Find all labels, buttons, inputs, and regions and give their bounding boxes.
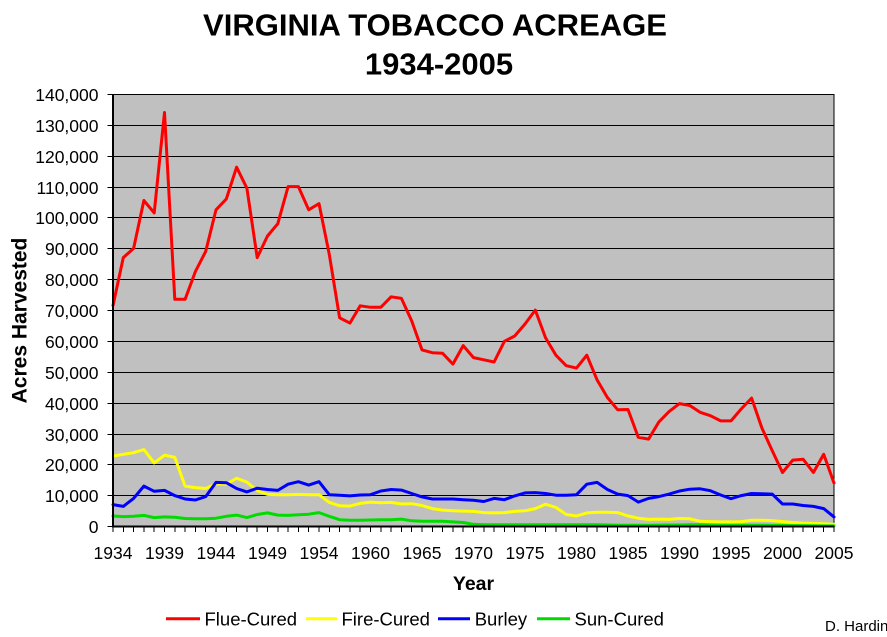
svg-text:1954: 1954 — [300, 543, 339, 563]
svg-text:60,000: 60,000 — [45, 332, 99, 352]
svg-text:2000: 2000 — [763, 543, 802, 563]
svg-text:1970: 1970 — [454, 543, 493, 563]
svg-text:1949: 1949 — [248, 543, 287, 563]
svg-text:Burley: Burley — [475, 609, 528, 630]
svg-text:140,000: 140,000 — [35, 85, 99, 105]
svg-text:Fire-Cured: Fire-Cured — [342, 609, 430, 630]
svg-text:1985: 1985 — [609, 543, 648, 563]
svg-text:110,000: 110,000 — [37, 178, 99, 198]
svg-text:70,000: 70,000 — [45, 301, 99, 321]
svg-text:1939: 1939 — [145, 543, 184, 563]
svg-text:1980: 1980 — [557, 543, 596, 563]
svg-text:130,000: 130,000 — [35, 116, 99, 136]
svg-text:1965: 1965 — [403, 543, 442, 563]
svg-text:1995: 1995 — [712, 543, 751, 563]
svg-text:1960: 1960 — [351, 543, 390, 563]
svg-text:1934: 1934 — [94, 543, 133, 563]
svg-text:Flue-Cured: Flue-Cured — [205, 609, 298, 630]
svg-text:120,000: 120,000 — [35, 147, 99, 167]
svg-text:Acres Harvested: Acres Harvested — [9, 238, 32, 404]
svg-text:VIRGINIA TOBACCO ACREAGE: VIRGINIA TOBACCO ACREAGE — [203, 8, 667, 43]
svg-text:1944: 1944 — [197, 543, 236, 563]
svg-text:100,000: 100,000 — [35, 208, 99, 228]
svg-text:Year: Year — [453, 573, 495, 595]
svg-text:90,000: 90,000 — [45, 239, 99, 259]
svg-text:50,000: 50,000 — [45, 363, 99, 383]
svg-text:1975: 1975 — [506, 543, 545, 563]
svg-text:Sun-Cured: Sun-Cured — [575, 609, 664, 630]
svg-text:40,000: 40,000 — [45, 394, 99, 414]
svg-text:20,000: 20,000 — [45, 455, 99, 475]
svg-text:D. Hardin: D. Hardin — [825, 618, 887, 635]
svg-text:0: 0 — [89, 517, 99, 537]
svg-text:1990: 1990 — [660, 543, 699, 563]
svg-text:30,000: 30,000 — [45, 425, 99, 445]
svg-text:10,000: 10,000 — [45, 486, 99, 506]
svg-text:80,000: 80,000 — [45, 270, 99, 290]
svg-text:1934-2005: 1934-2005 — [365, 47, 513, 82]
svg-text:2005: 2005 — [815, 543, 854, 563]
